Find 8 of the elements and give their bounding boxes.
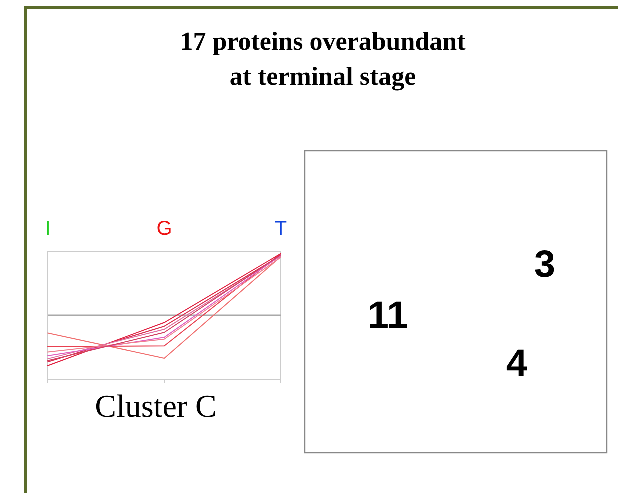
x-tick-label: T — [274, 218, 288, 240]
text: 3 — [534, 244, 556, 286]
x-axis-title: Cluster C — [95, 388, 217, 424]
chart-title: 17 proteins overabundant at terminal stage — [180, 27, 466, 91]
x-tick-label: I — [45, 218, 51, 240]
x-tick-label: G — [156, 218, 172, 240]
text: 11 — [368, 295, 408, 338]
text: 4 — [506, 343, 528, 386]
